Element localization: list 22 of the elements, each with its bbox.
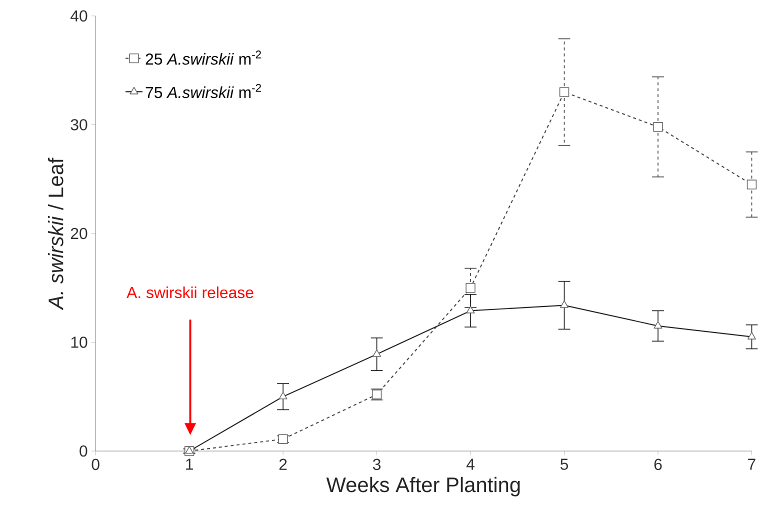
- point: [466, 283, 476, 293]
- x-tick-label: 7: [748, 458, 756, 470]
- x-axis-title: Weeks After Planting: [326, 477, 520, 497]
- x-tick-label: 4: [466, 458, 475, 470]
- legend-label: 25 A.swirskii m$^{-2}$: [146, 50, 261, 65]
- y-tick-label: 20: [70, 228, 88, 240]
- x-tick-label: 0: [92, 458, 100, 470]
- point: [653, 122, 663, 132]
- legend-label: 75 A.swirskii m$^{-2}$: [146, 84, 261, 98]
- y-axis-title: A. swirskii / Leaf: [48, 158, 64, 310]
- y-tick-label: 40: [70, 10, 88, 22]
- point: [559, 87, 570, 98]
- x-tick-label: 5: [560, 458, 568, 470]
- y-tick-label: 30: [70, 119, 88, 130]
- y-tick-label: 0: [80, 446, 88, 457]
- x-tick-label: 3: [372, 458, 381, 470]
- annotation: A. swirskii release: [126, 286, 254, 298]
- x-tick-label: 2: [279, 458, 287, 470]
- x-tick-label: 6: [654, 458, 662, 470]
- y-tick-label: 10: [71, 336, 88, 348]
- point: [746, 180, 757, 190]
- x-tick-label: 1: [186, 458, 193, 470]
